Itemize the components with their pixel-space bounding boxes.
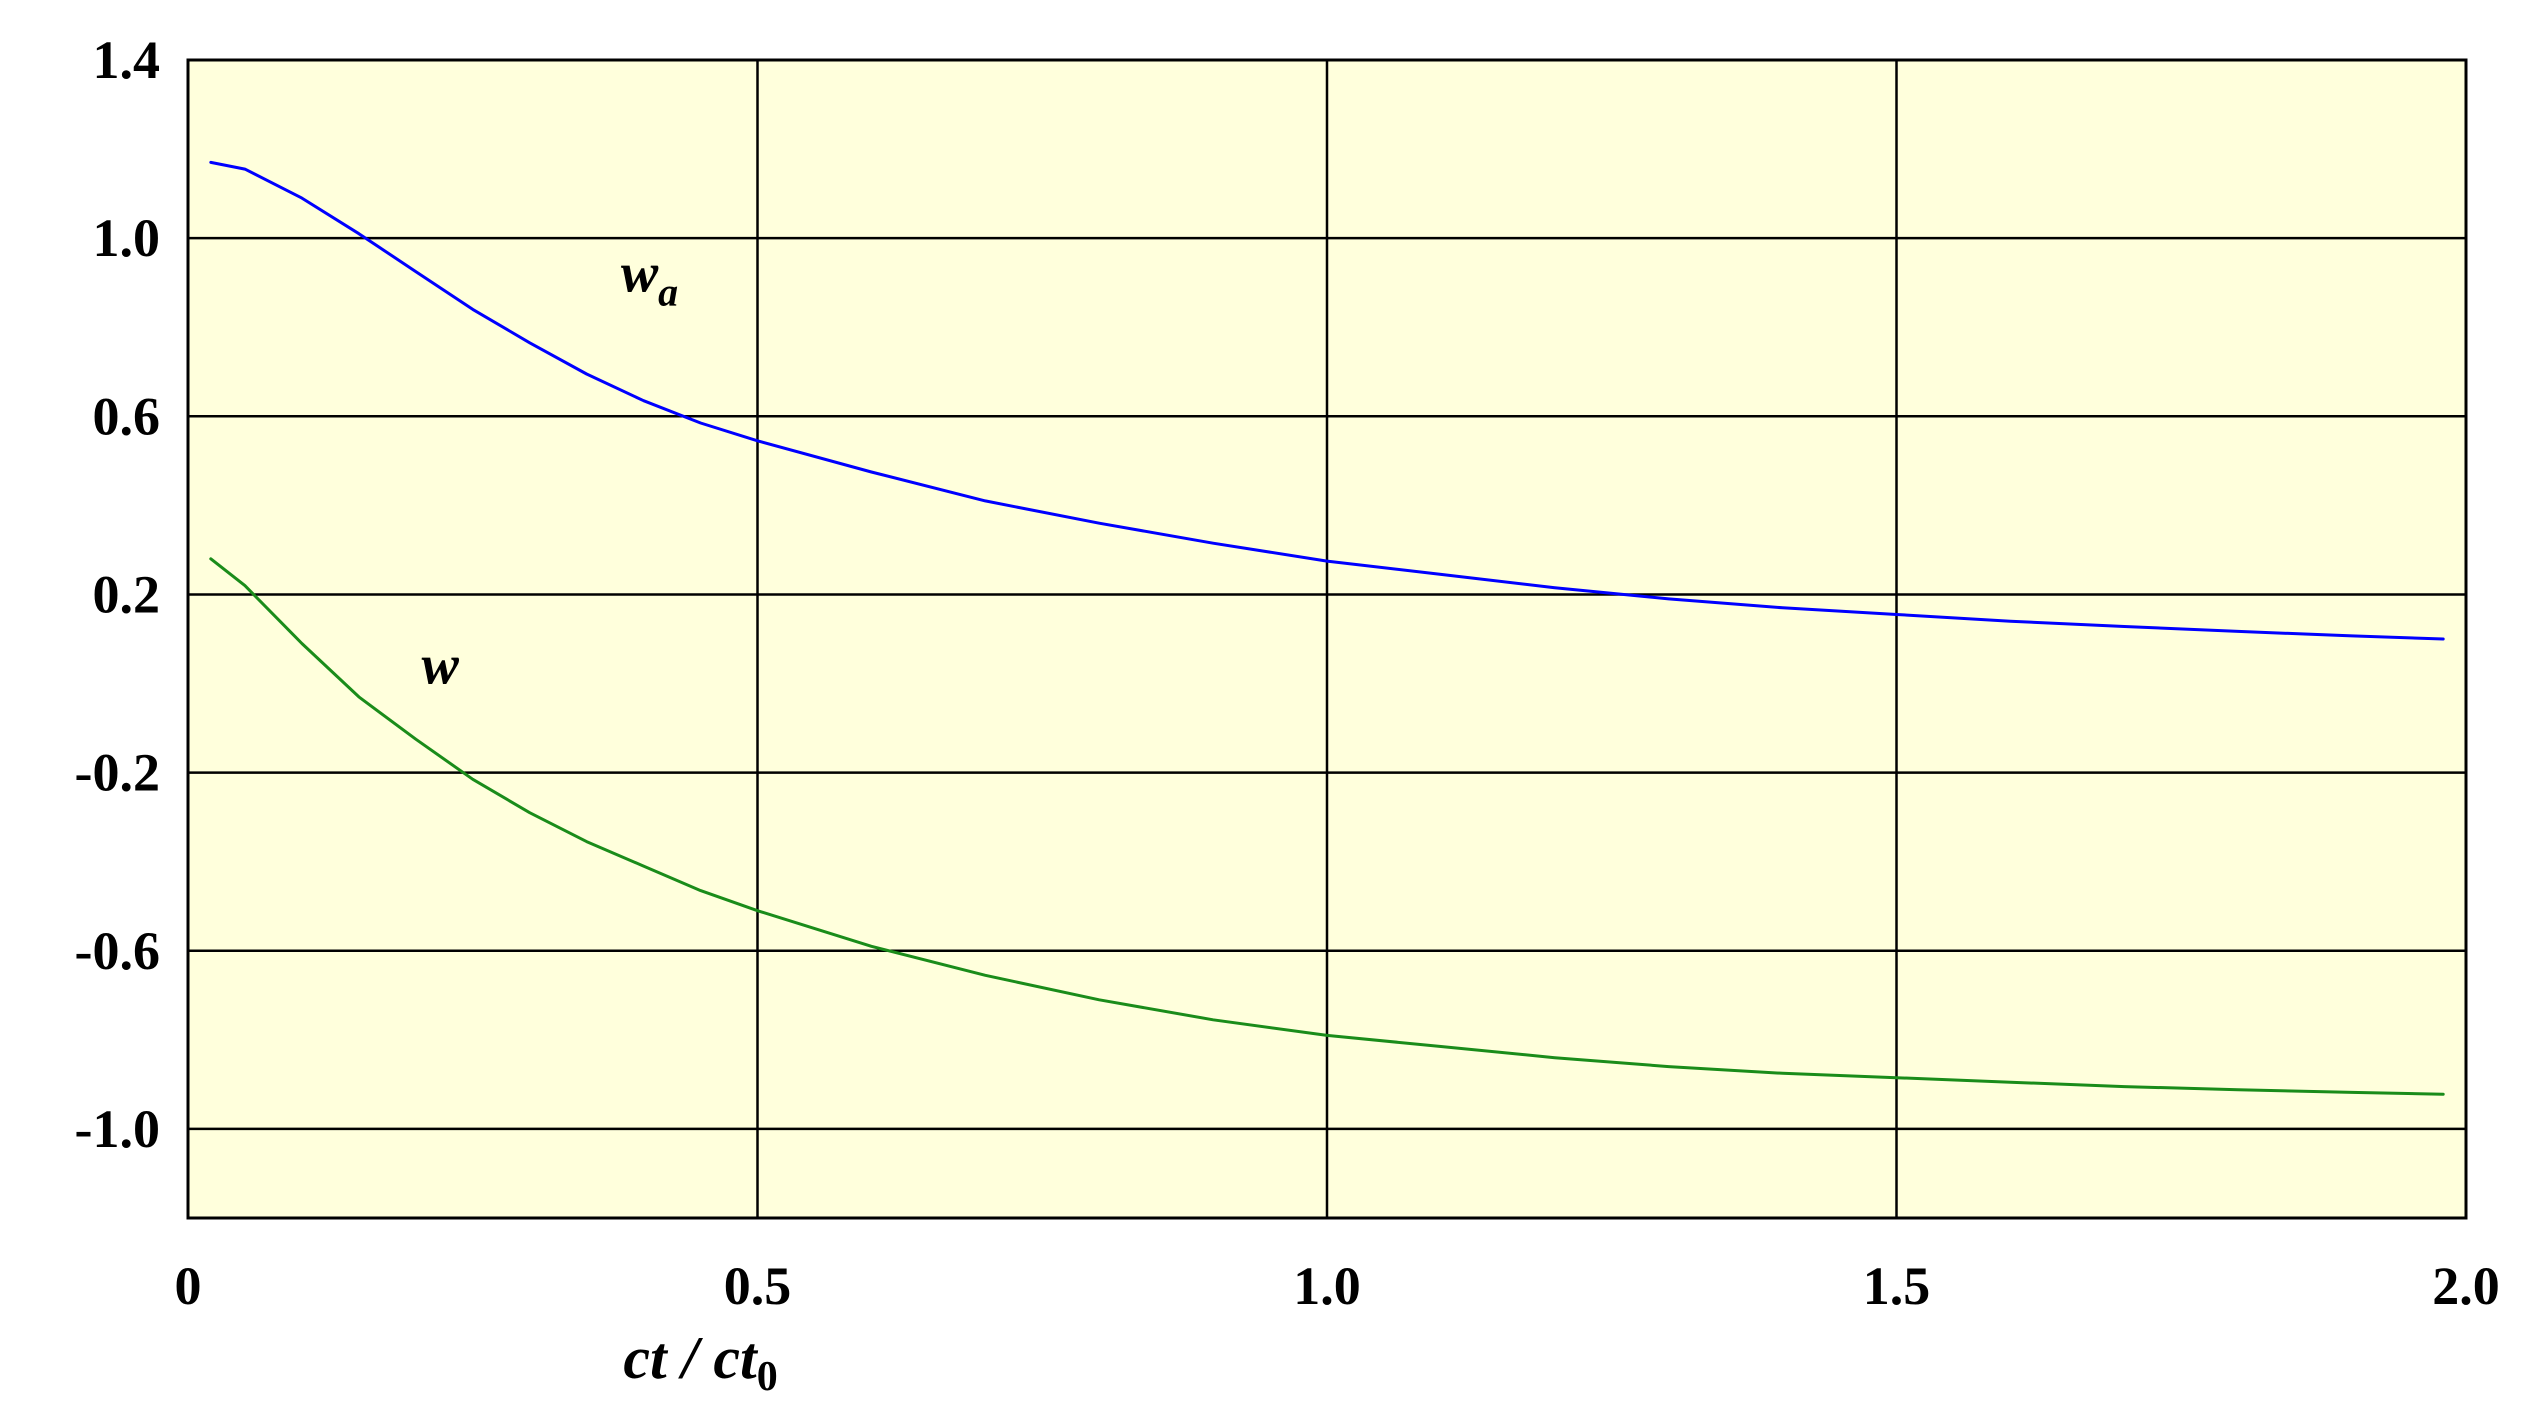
x-tick-label-2: 1.0 bbox=[1293, 1256, 1361, 1316]
x-axis-title: ct / ct0 bbox=[623, 1325, 777, 1400]
series-lines bbox=[209, 160, 2445, 1096]
series-label-wa: wa bbox=[621, 243, 678, 315]
y-tick-label-3: 0.2 bbox=[93, 564, 161, 624]
plot-border bbox=[186, 58, 2468, 1220]
x-axis-title-subscript: 0 bbox=[757, 1354, 778, 1400]
series-label-main: w bbox=[421, 635, 459, 697]
series-label-main: w bbox=[621, 243, 659, 305]
y-tick-label-5: -0.6 bbox=[75, 921, 160, 981]
x-axis-ticks: 0 0.5 1.0 1.5 2.0 bbox=[175, 1256, 2500, 1316]
series-label-w: w bbox=[421, 635, 459, 697]
x-tick-label-0: 0 bbox=[175, 1256, 202, 1316]
y-tick-label-4: -0.2 bbox=[75, 743, 160, 803]
y-tick-label-2: 0.6 bbox=[93, 386, 161, 446]
series-labels: waw bbox=[421, 243, 678, 697]
series-line-wa bbox=[209, 160, 2445, 641]
y-tick-label-0: 1.4 bbox=[93, 30, 161, 90]
y-axis-ticks: 1.4 1.0 0.6 0.2 -0.2 -0.6 -1.0 bbox=[75, 30, 160, 1159]
x-tick-label-4: 2.0 bbox=[2432, 1256, 2500, 1316]
x-tick-label-1: 0.5 bbox=[724, 1256, 792, 1316]
x-axis-title-main: ct / ct bbox=[623, 1325, 759, 1391]
x-tick-label-3: 1.5 bbox=[1863, 1256, 1931, 1316]
y-tick-label-1: 1.0 bbox=[93, 208, 161, 268]
series-label-subscript: a bbox=[658, 270, 678, 315]
y-tick-label-6: -1.0 bbox=[75, 1099, 160, 1159]
series-line-w bbox=[209, 557, 2445, 1096]
